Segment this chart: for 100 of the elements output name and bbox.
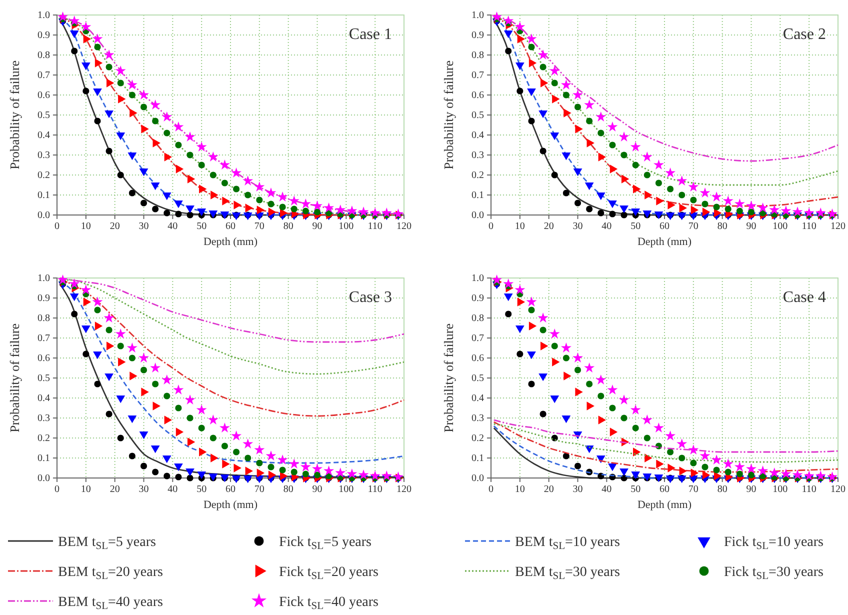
- point: [232, 448, 240, 456]
- point: [335, 467, 346, 478]
- point: [608, 463, 617, 472]
- point: [584, 99, 595, 110]
- point: [244, 454, 252, 462]
- point: [164, 152, 172, 162]
- point: [210, 172, 216, 178]
- point: [80, 284, 92, 294]
- point: [106, 78, 114, 88]
- point: [679, 466, 687, 476]
- point: [197, 208, 206, 216]
- point: [138, 352, 149, 362]
- x-tick-label: 40: [168, 221, 178, 232]
- y-tick-label: 0.1: [472, 190, 484, 202]
- x-tick-label: 10: [514, 484, 525, 496]
- point: [140, 462, 148, 470]
- point: [690, 196, 697, 204]
- point: [642, 151, 652, 162]
- point: [187, 174, 196, 184]
- point: [335, 204, 346, 214]
- point: [392, 471, 404, 482]
- x-tick-label: 80: [283, 221, 294, 232]
- point: [644, 454, 652, 462]
- point: [83, 34, 92, 44]
- point: [186, 414, 194, 422]
- point: [208, 151, 218, 162]
- point: [538, 110, 548, 118]
- legend-label: Fick t$_{SL}$=20 years: [279, 565, 378, 582]
- point: [620, 212, 628, 218]
- point: [596, 374, 606, 384]
- y-tick-label: 0.2: [472, 433, 484, 444]
- point: [504, 30, 513, 38]
- y-tick-label: 0.0: [472, 473, 484, 484]
- point: [644, 190, 652, 200]
- point: [714, 208, 722, 218]
- point: [128, 354, 136, 362]
- point: [245, 466, 253, 476]
- y-tick-label: 1.0: [472, 273, 484, 284]
- point: [69, 15, 80, 26]
- x-tick-label: 10: [80, 221, 91, 232]
- point: [173, 384, 184, 394]
- y-tick-label: 0.3: [38, 413, 50, 424]
- point: [140, 366, 148, 374]
- x-tick-label: 20: [110, 484, 120, 496]
- x-tick-label: 50: [196, 484, 207, 496]
- point: [572, 352, 583, 362]
- point: [815, 207, 826, 218]
- point: [115, 65, 126, 76]
- x-tick-label: 70: [254, 221, 264, 232]
- x-tick-label: 20: [544, 484, 554, 496]
- point: [231, 167, 242, 178]
- x-tick-label: 80: [283, 484, 294, 496]
- point: [175, 404, 182, 412]
- point: [138, 89, 149, 100]
- point: [620, 414, 628, 422]
- x-tick-label: 110: [368, 221, 382, 232]
- point: [562, 415, 571, 424]
- point: [164, 130, 170, 136]
- point: [232, 186, 240, 192]
- point: [71, 48, 78, 54]
- point: [515, 62, 524, 70]
- x-tick-label: 10: [80, 484, 91, 496]
- point: [575, 124, 583, 134]
- point: [618, 131, 630, 142]
- y-tick-label: 0.6: [38, 90, 50, 102]
- point: [653, 159, 664, 170]
- y-tick-label: 0.8: [472, 313, 484, 324]
- point: [277, 191, 288, 202]
- point: [713, 204, 720, 210]
- point: [642, 414, 652, 424]
- point: [116, 395, 126, 404]
- point: [586, 118, 593, 124]
- point: [186, 205, 194, 214]
- point: [792, 469, 803, 480]
- point: [254, 444, 265, 454]
- point: [300, 461, 311, 472]
- point: [162, 374, 172, 384]
- point: [118, 358, 126, 366]
- point: [128, 415, 137, 424]
- point: [804, 207, 814, 218]
- point: [598, 130, 604, 136]
- point: [714, 472, 722, 480]
- point: [71, 310, 78, 318]
- y-tick-label: 0.9: [38, 30, 50, 42]
- x-tick-label: 10: [514, 221, 525, 232]
- point: [562, 190, 570, 196]
- point: [666, 186, 674, 192]
- point: [128, 92, 136, 98]
- point: [222, 196, 230, 206]
- point: [198, 162, 205, 168]
- point: [358, 469, 369, 480]
- point: [69, 278, 80, 288]
- x-tick-label: 20: [544, 221, 554, 232]
- legend-label: BEM t$_{SL}$=20 years: [58, 565, 163, 582]
- text: Case 1: [348, 26, 392, 43]
- point: [198, 424, 205, 432]
- point: [564, 108, 572, 118]
- x-tick-label: 40: [168, 484, 178, 496]
- x-tick-label: 120: [830, 221, 846, 232]
- point: [346, 468, 358, 478]
